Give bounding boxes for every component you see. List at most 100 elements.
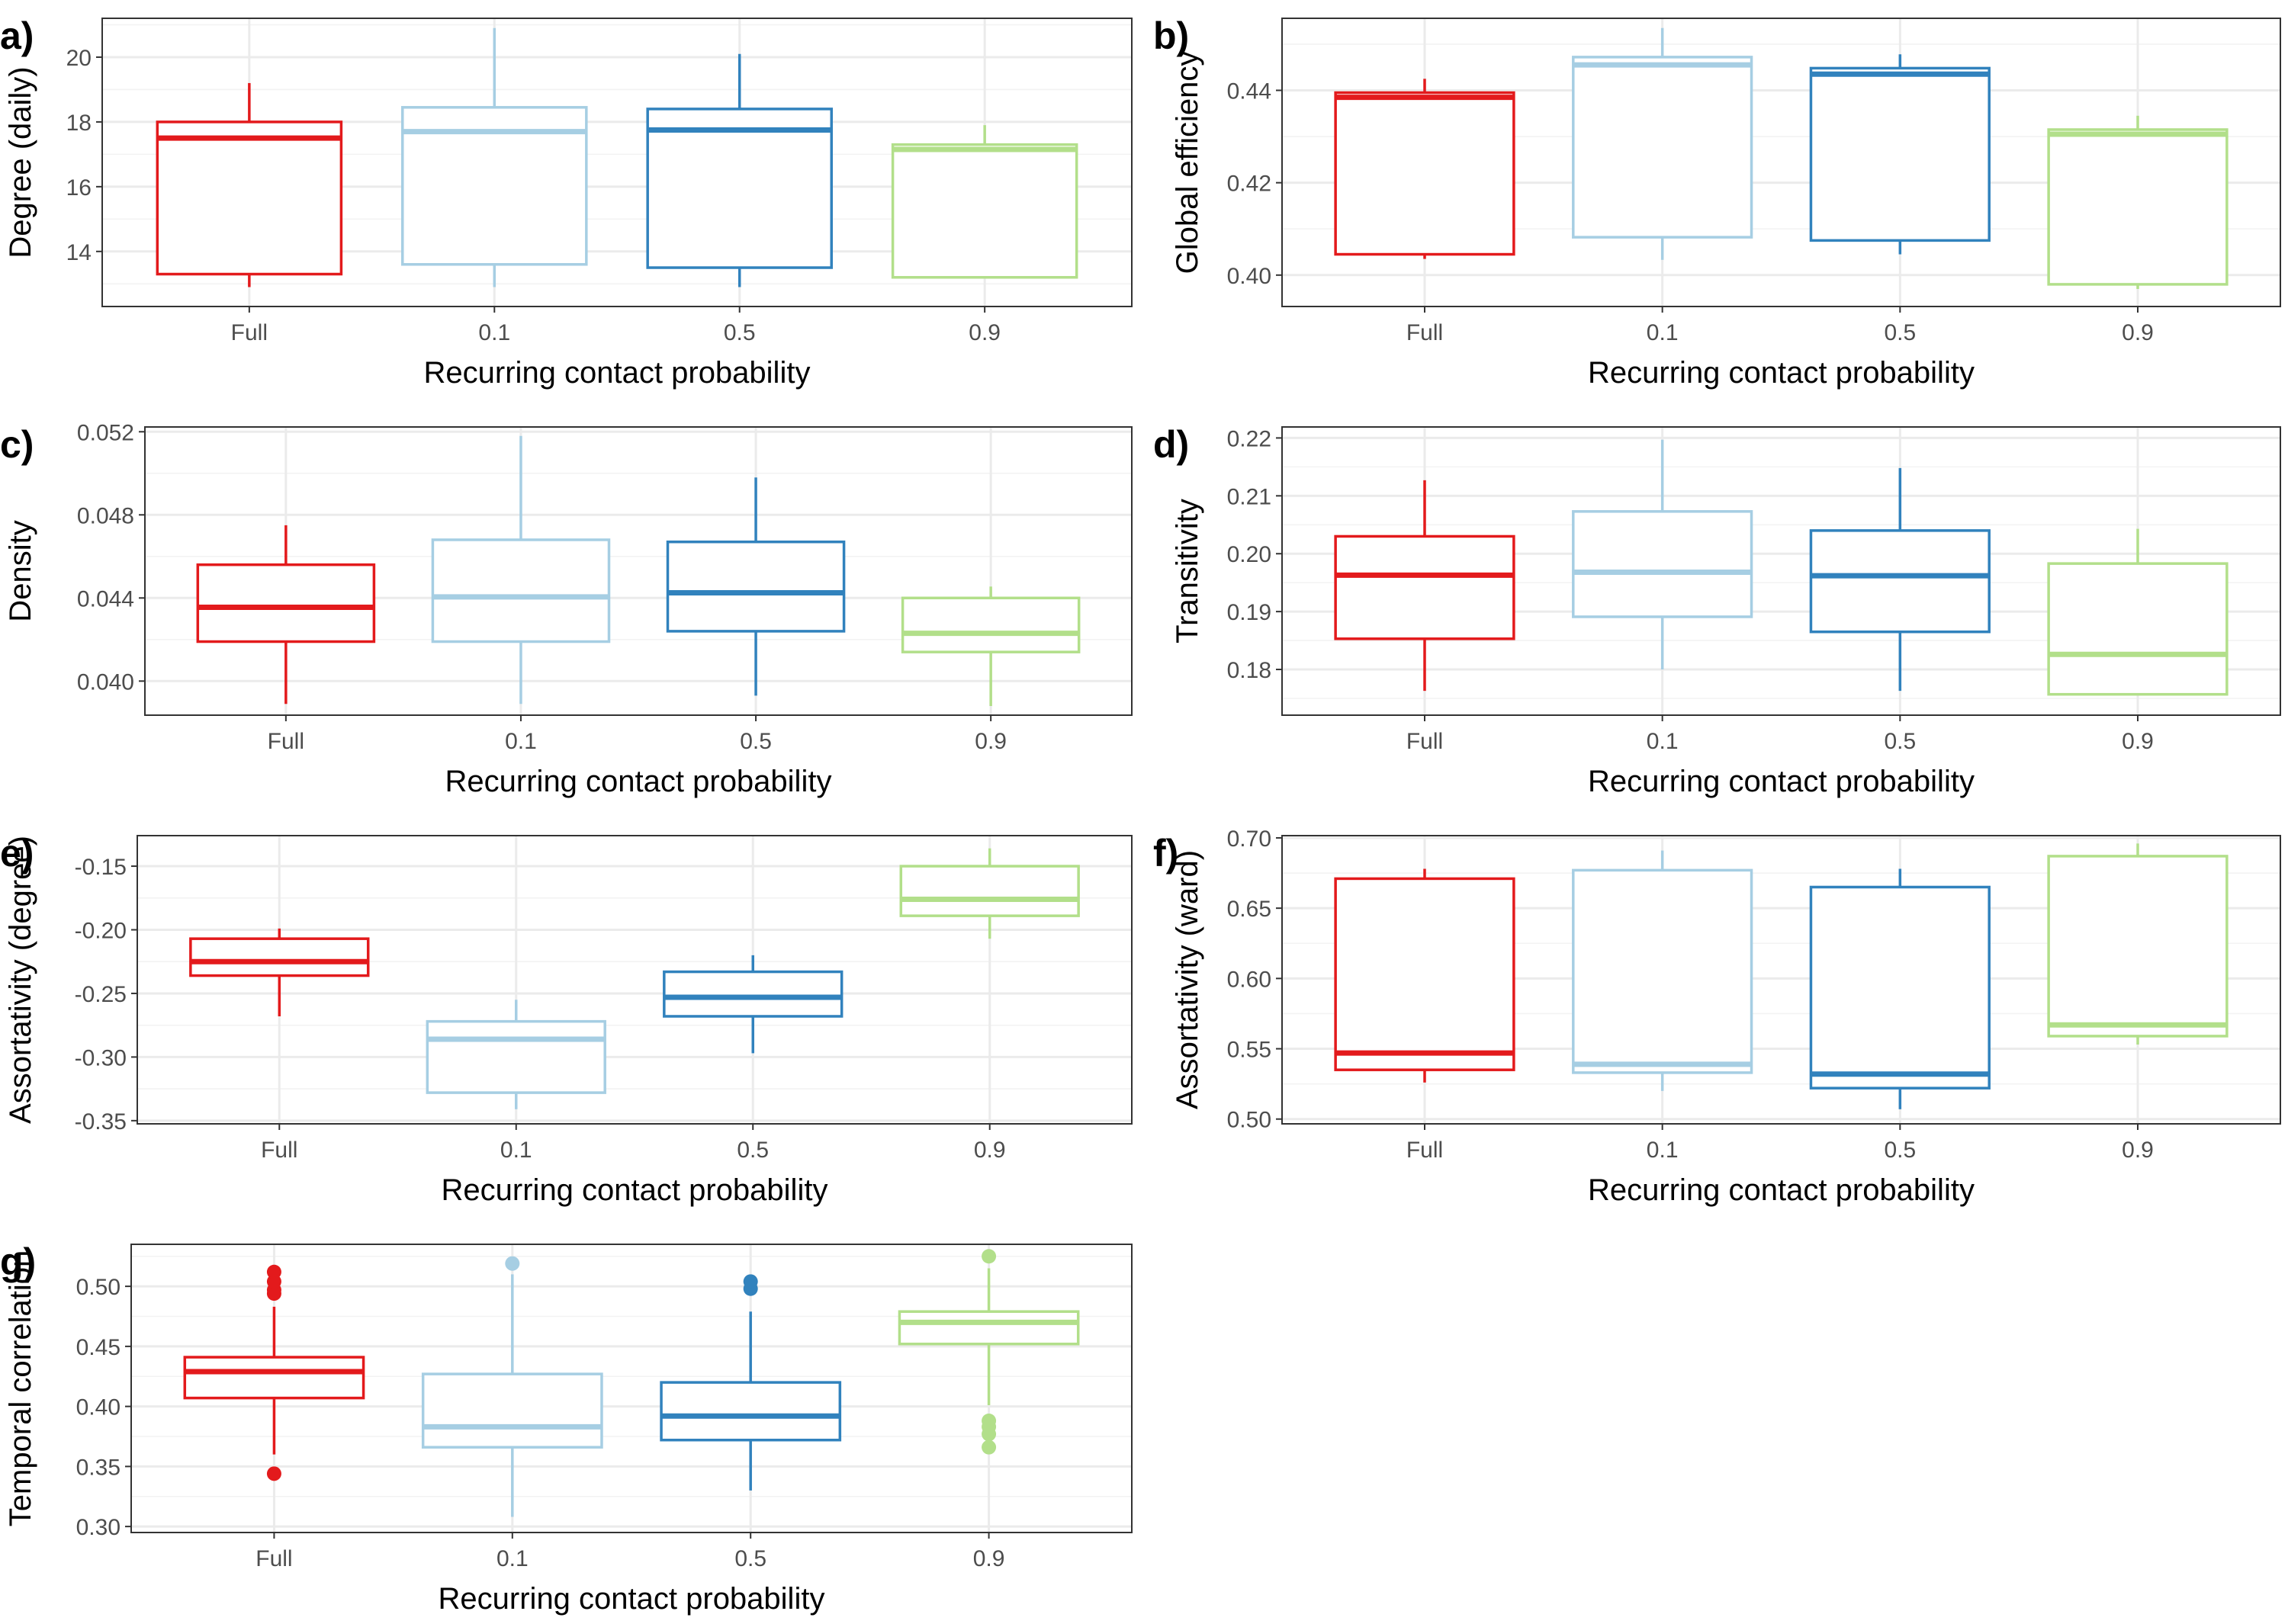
x-tick-label: 0.9 [975,729,1007,754]
panel-border [1281,18,2281,307]
panel-tag-label: a) [0,14,34,57]
x-axis-title: Recurring contact probability [1588,765,1975,798]
box-09 [901,586,1081,707]
y-tick-label: 0.44 [1227,79,1271,104]
iqr-box [431,538,611,644]
panel-border [1281,426,2281,716]
x-tick-label: Full [255,1546,292,1571]
outlier-point [743,1274,758,1289]
iqr-box [183,1356,365,1400]
x-tick-label: 0.5 [1884,320,1916,345]
y-tick-label: 0.70 [1227,826,1271,852]
iqr-box [156,120,343,276]
y-tick-label: 0.040 [77,669,134,695]
x-tick-label: 0.1 [1647,320,1679,345]
iqr-box [1572,56,1753,239]
chart-panel-d: 0.18 0.19 0.20 0.21 0.22 Full 0.1 0.5 0.9 Recurri… [1153,423,2281,798]
x-tick-label: 0.9 [2122,729,2154,754]
box-01 [1572,439,1753,670]
box-Full [1334,79,1515,259]
x-tick-label: 0.1 [505,729,537,754]
y-tick-label: 0.044 [77,586,134,611]
iqr-box [646,108,834,269]
y-tick-label: 0.45 [76,1335,121,1360]
box-01 [1572,27,1753,260]
iqr-box [1572,510,1753,618]
panel-border [137,835,1133,1125]
iqr-box [2047,855,2229,1038]
y-axis-title: Global efficiency [1171,51,1204,274]
panel-border [130,1244,1133,1533]
outlier-point [982,1414,997,1429]
box-01 [401,27,588,287]
iqr-box [898,1310,1080,1346]
y-tick-label: 0.30 [76,1515,121,1540]
x-tick-label: Full [1406,1138,1443,1163]
box-05 [663,955,844,1054]
box-09 [891,125,1078,279]
iqr-box [1809,885,1991,1090]
iqr-box [901,596,1081,653]
chart-panel-e: -0.35 -0.30 -0.25 -0.20 -0.15 Full 0.1 0.5 0.9 Re… [0,832,1133,1207]
y-tick-label: 18 [66,111,92,136]
x-tick-label: 0.5 [740,729,772,754]
box-09 [899,848,1080,939]
panel-tag-label: b) [1153,14,1189,57]
y-tick-label: 20 [66,46,92,71]
x-tick-label: 0.5 [1884,729,1916,754]
box-Full [189,928,370,1016]
iqr-box [1334,877,1515,1071]
x-tick-label: 0.5 [1884,1138,1916,1163]
x-tick-label: Full [261,1138,297,1163]
y-tick-label: 0.35 [76,1455,121,1480]
iqr-box [1334,534,1515,640]
y-axis-title: Assortativity (degree) [4,836,37,1124]
box-09 [898,1249,1080,1455]
box-05 [1809,868,1991,1109]
y-tick-label: 0.65 [1227,897,1271,922]
x-tick-label: 0.5 [724,320,756,345]
x-axis-title: Recurring contact probability [439,1582,825,1616]
iqr-box [666,540,846,633]
panel-tag-label: g) [0,1240,36,1283]
box-05 [646,53,834,287]
x-axis-title: Recurring contact probability [445,765,832,798]
box-01 [426,1000,606,1109]
y-tick-label: -0.30 [75,1045,127,1070]
y-tick-label: 0.21 [1227,484,1271,509]
y-tick-label: 0.50 [1227,1108,1271,1133]
x-tick-label: 0.9 [969,320,1001,345]
box-Full [183,1264,365,1481]
y-tick-label: -0.15 [75,855,127,880]
x-tick-label: 0.9 [2122,320,2154,345]
box-09 [2047,528,2229,696]
iqr-box [1809,66,1991,242]
iqr-box [891,143,1078,279]
y-tick-label: 0.048 [77,503,134,528]
x-tick-label: 0.1 [1647,729,1679,754]
outlier-point [982,1249,997,1264]
x-tick-label: Full [231,320,268,345]
box-01 [1572,850,1753,1091]
x-tick-label: 0.9 [973,1546,1005,1571]
y-axis-title: Degree (daily) [4,66,37,258]
x-tick-label: 0.5 [737,1138,769,1163]
box-05 [1809,467,1991,692]
iqr-box [899,865,1080,917]
x-tick-label: 0.1 [500,1138,532,1163]
x-tick-label: 0.9 [2122,1138,2154,1163]
box-09 [2047,843,2229,1045]
x-axis-title: Recurring contact probability [442,1173,828,1207]
box-05 [1809,54,1991,255]
x-tick-label: Full [268,729,304,754]
x-axis-title: Recurring contact probability [1588,356,1975,390]
panel-border [1281,835,2281,1125]
x-tick-label: Full [1406,729,1443,754]
y-tick-label: 0.40 [76,1395,121,1420]
chart-panel-b: 0.40 0.42 0.44 Full 0.1 0.5 0.9 Recurring conta… [1153,14,2281,390]
x-tick-label: 0.1 [1647,1138,1679,1163]
iqr-box [426,1019,606,1094]
outlier-point [505,1256,520,1271]
y-tick-label: -0.35 [75,1109,127,1135]
y-tick-label: 0.42 [1227,172,1271,197]
